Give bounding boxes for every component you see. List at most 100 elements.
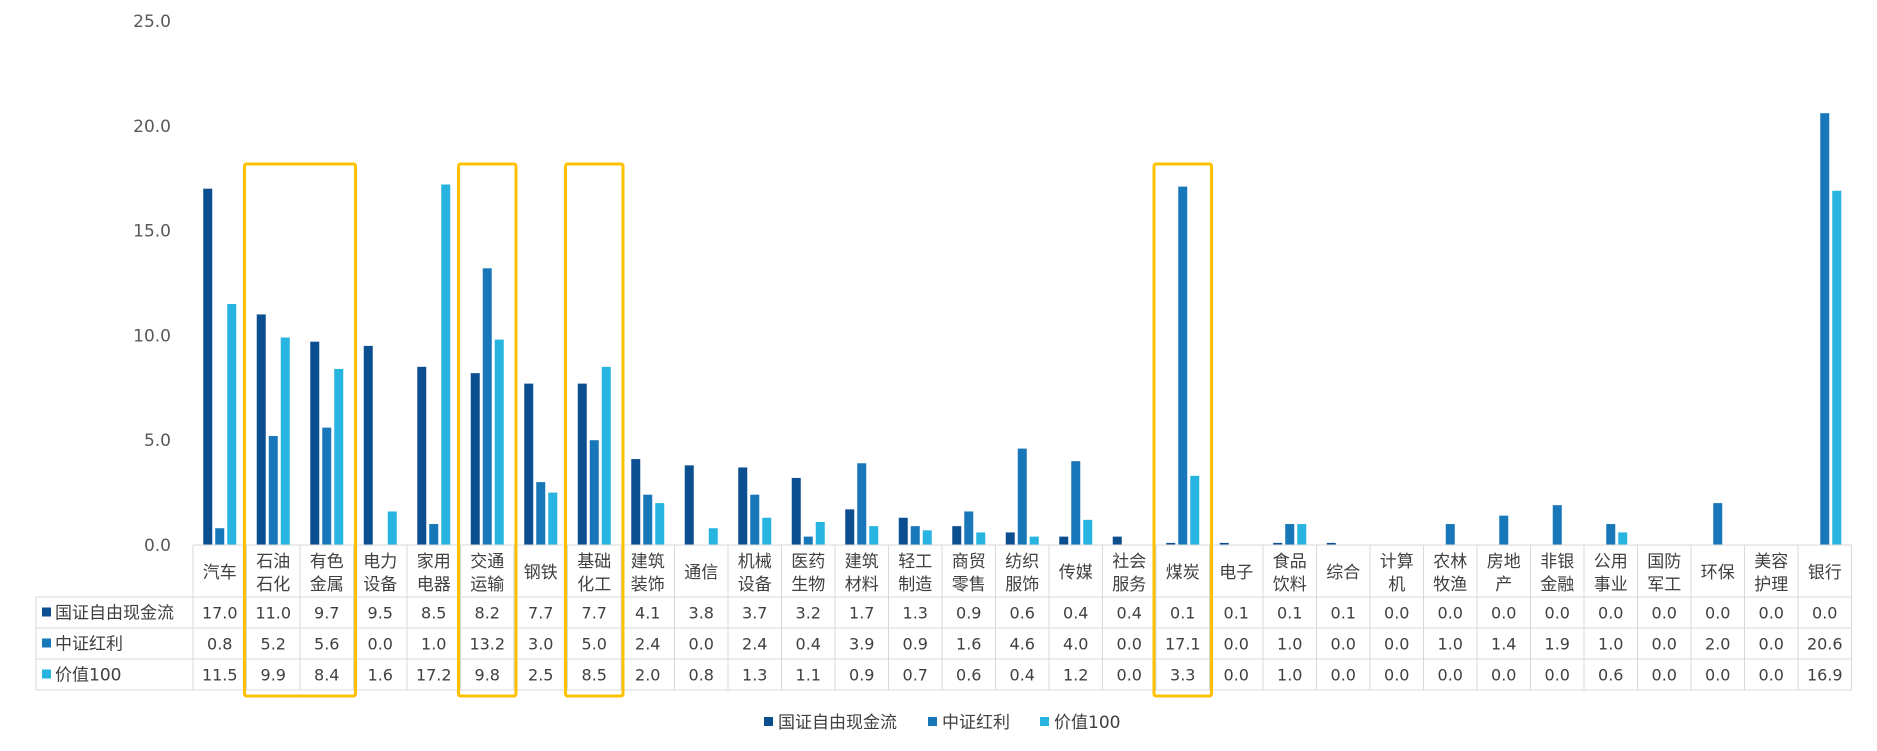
bar-2-25	[1499, 515, 1509, 545]
category-label: 农林	[1433, 552, 1467, 572]
bar-2-5	[429, 524, 439, 545]
bar-1-22	[1326, 542, 1336, 545]
bar-1-1	[203, 188, 213, 545]
bar-2-12	[803, 536, 813, 545]
bar-2-26	[1552, 505, 1562, 545]
legend: 国证自由现金流 中证红利 价值100	[764, 713, 1120, 733]
category-label: 材料	[845, 575, 879, 595]
table-cell: 0.0	[1705, 666, 1730, 685]
legend-marker	[764, 717, 773, 726]
table-cell: 0.9	[849, 666, 874, 685]
bar-1-4	[363, 345, 373, 545]
table-cell: 0.0	[1224, 666, 1249, 685]
y-tick-label: 0.0	[144, 536, 171, 556]
table-cell: 9.9	[261, 666, 286, 685]
table-cell: 0.4	[1117, 604, 1142, 623]
category-label: 服务	[1112, 575, 1146, 595]
table-cell: 0.4	[796, 635, 821, 654]
data-table: 汽车石油石化有色金属电力设备家用电器交通运输钢铁基础化工建筑装饰通信机械设备医药…	[35, 544, 1852, 691]
bar-3-12	[815, 521, 825, 545]
category-label: 金属	[310, 575, 344, 595]
category-label: 零售	[952, 575, 986, 595]
category-label: 建筑	[631, 552, 665, 572]
table-cell: 0.8	[689, 666, 714, 685]
table-cell: 0.0	[1117, 635, 1142, 654]
y-tick-label: 5.0	[144, 431, 171, 451]
category-label: 公用	[1594, 552, 1628, 572]
y-tick-label: 15.0	[133, 222, 171, 242]
bar-2-1	[215, 528, 225, 545]
category-label: 食品	[1273, 552, 1307, 572]
y-tick-label: 10.0	[133, 326, 171, 346]
bar-3-27	[1618, 532, 1628, 545]
category-label: 煤炭	[1166, 563, 1200, 583]
table-cell: 9.8	[475, 666, 500, 685]
table-cell: 4.1	[635, 604, 660, 623]
table-cell: 4.6	[1010, 635, 1035, 654]
table-cell: 0.7	[903, 666, 928, 685]
bar-3-31	[1832, 190, 1842, 545]
bar-2-6	[482, 268, 492, 545]
table-cell: 0.0	[1759, 635, 1784, 654]
bar-1-18	[1112, 536, 1122, 545]
bars	[203, 113, 1842, 546]
legend-marker	[928, 717, 937, 726]
bar-3-16	[1029, 536, 1039, 545]
table-cell: 0.0	[1652, 635, 1677, 654]
category-label: 综合	[1326, 563, 1360, 583]
bar-2-9	[643, 494, 653, 545]
category-label: 事业	[1594, 575, 1628, 595]
table-cell: 3.3	[1170, 666, 1195, 685]
bar-3-7	[548, 492, 558, 545]
bar-2-11	[750, 494, 760, 545]
table-cell: 0.0	[1438, 604, 1463, 623]
table-cell: 8.5	[582, 666, 607, 685]
bar-1-7	[524, 383, 534, 545]
bar-1-6	[470, 373, 480, 545]
bar-1-5	[417, 366, 427, 545]
legend-label: 中证红利	[942, 713, 1010, 733]
table-cell: 1.6	[956, 635, 981, 654]
bar-3-2	[280, 337, 290, 545]
bar-1-3	[310, 341, 320, 545]
table-cell: 0.6	[1598, 666, 1623, 685]
category-label: 产	[1495, 575, 1512, 595]
category-label: 房地	[1487, 552, 1521, 572]
category-label: 石油	[256, 552, 290, 572]
table-cell: 0.1	[1224, 604, 1249, 623]
bar-3-15	[976, 532, 986, 545]
category-label: 非银	[1540, 552, 1574, 572]
table-cell: 0.0	[368, 635, 393, 654]
table-cell: 0.6	[1010, 604, 1035, 623]
row-label: 国证自由现金流	[55, 604, 174, 624]
table-cell: 1.4	[1491, 635, 1516, 654]
table-cell: 0.8	[207, 635, 232, 654]
table-cell: 0.0	[1705, 604, 1730, 623]
table-cell: 5.6	[314, 635, 339, 654]
table-cell: 0.0	[1331, 635, 1356, 654]
category-label: 商贸	[952, 552, 986, 572]
table-cell: 0.0	[1384, 635, 1409, 654]
category-label: 有色	[310, 552, 344, 572]
category-label: 医药	[791, 552, 825, 572]
table-cell: 0.0	[1759, 604, 1784, 623]
table-cell: 0.6	[956, 666, 981, 685]
category-label: 汽车	[203, 563, 237, 583]
category-label: 通信	[684, 563, 718, 583]
table-cell: 5.0	[582, 635, 607, 654]
bar-1-15	[952, 526, 962, 545]
table-cell: 0.0	[1384, 604, 1409, 623]
table-cell: 3.0	[528, 635, 553, 654]
bar-2-31	[1820, 113, 1830, 545]
table-cell: 0.0	[1652, 666, 1677, 685]
bar-2-3	[322, 427, 332, 545]
bar-1-13	[845, 509, 855, 545]
bar-3-19	[1190, 475, 1200, 545]
bar-2-8	[589, 440, 599, 545]
table-cell: 5.2	[261, 635, 286, 654]
table-cell: 0.1	[1170, 604, 1195, 623]
bar-2-7	[536, 482, 546, 545]
table-cell: 2.4	[635, 635, 660, 654]
bar-2-13	[857, 463, 867, 545]
